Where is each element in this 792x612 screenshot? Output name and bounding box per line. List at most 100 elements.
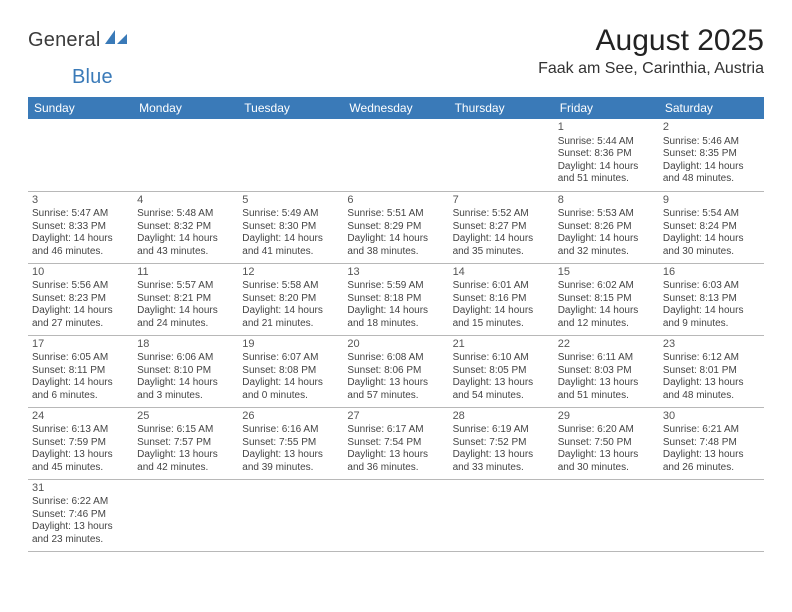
sunrise-text: Sunrise: 5:49 AM (242, 208, 339, 221)
day-number: 31 (32, 482, 129, 496)
day-number: 7 (453, 194, 550, 208)
logo-text-blue: Blue (72, 66, 113, 89)
day-number: 1 (558, 121, 655, 135)
sunset-text: Sunset: 8:26 PM (558, 221, 655, 234)
weekday-header: Tuesday (238, 97, 343, 119)
sunset-text: Sunset: 8:30 PM (242, 221, 339, 234)
calendar-cell: 3Sunrise: 5:47 AMSunset: 8:33 PMDaylight… (28, 191, 133, 263)
daylight-text: Daylight: 13 hours and 23 minutes. (32, 521, 129, 546)
daylight-text: Daylight: 14 hours and 27 minutes. (32, 305, 129, 330)
calendar-cell: 26Sunrise: 6:16 AMSunset: 7:55 PMDayligh… (238, 407, 343, 479)
calendar-row: 3Sunrise: 5:47 AMSunset: 8:33 PMDaylight… (28, 191, 764, 263)
calendar-cell: 24Sunrise: 6:13 AMSunset: 7:59 PMDayligh… (28, 407, 133, 479)
calendar-cell: 17Sunrise: 6:05 AMSunset: 8:11 PMDayligh… (28, 335, 133, 407)
weekday-header: Thursday (449, 97, 554, 119)
day-number: 28 (453, 410, 550, 424)
daylight-text: Daylight: 14 hours and 48 minutes. (663, 161, 760, 186)
sunset-text: Sunset: 8:05 PM (453, 365, 550, 378)
sunset-text: Sunset: 8:03 PM (558, 365, 655, 378)
calendar-table: Sunday Monday Tuesday Wednesday Thursday… (28, 97, 764, 552)
calendar-cell: 7Sunrise: 5:52 AMSunset: 8:27 PMDaylight… (449, 191, 554, 263)
sunrise-text: Sunrise: 6:19 AM (453, 424, 550, 437)
sunrise-text: Sunrise: 5:47 AM (32, 208, 129, 221)
sunrise-text: Sunrise: 6:16 AM (242, 424, 339, 437)
calendar-cell: 16Sunrise: 6:03 AMSunset: 8:13 PMDayligh… (659, 263, 764, 335)
daylight-text: Daylight: 13 hours and 26 minutes. (663, 449, 760, 474)
calendar-cell: 15Sunrise: 6:02 AMSunset: 8:15 PMDayligh… (554, 263, 659, 335)
daylight-text: Daylight: 13 hours and 33 minutes. (453, 449, 550, 474)
day-number: 15 (558, 266, 655, 280)
daylight-text: Daylight: 13 hours and 45 minutes. (32, 449, 129, 474)
calendar-row: 31Sunrise: 6:22 AMSunset: 7:46 PMDayligh… (28, 479, 764, 551)
day-number: 6 (347, 194, 444, 208)
daylight-text: Daylight: 13 hours and 51 minutes. (558, 377, 655, 402)
sunrise-text: Sunrise: 5:51 AM (347, 208, 444, 221)
day-number: 25 (137, 410, 234, 424)
day-number: 22 (558, 338, 655, 352)
sunrise-text: Sunrise: 6:03 AM (663, 280, 760, 293)
calendar-cell (449, 119, 554, 191)
daylight-text: Daylight: 14 hours and 6 minutes. (32, 377, 129, 402)
calendar-cell: 10Sunrise: 5:56 AMSunset: 8:23 PMDayligh… (28, 263, 133, 335)
daylight-text: Daylight: 14 hours and 21 minutes. (242, 305, 339, 330)
sunrise-text: Sunrise: 6:17 AM (347, 424, 444, 437)
weekday-header: Wednesday (343, 97, 448, 119)
sunrise-text: Sunrise: 6:10 AM (453, 352, 550, 365)
sunrise-text: Sunrise: 5:59 AM (347, 280, 444, 293)
sunset-text: Sunset: 8:16 PM (453, 293, 550, 306)
sunrise-text: Sunrise: 6:22 AM (32, 496, 129, 509)
weekday-header: Saturday (659, 97, 764, 119)
sunset-text: Sunset: 7:50 PM (558, 437, 655, 450)
calendar-cell: 19Sunrise: 6:07 AMSunset: 8:08 PMDayligh… (238, 335, 343, 407)
daylight-text: Daylight: 13 hours and 54 minutes. (453, 377, 550, 402)
logo-text-general: General (28, 29, 101, 52)
calendar-cell: 18Sunrise: 6:06 AMSunset: 8:10 PMDayligh… (133, 335, 238, 407)
sunset-text: Sunset: 7:46 PM (32, 509, 129, 522)
sunset-text: Sunset: 8:13 PM (663, 293, 760, 306)
calendar-cell: 5Sunrise: 5:49 AMSunset: 8:30 PMDaylight… (238, 191, 343, 263)
day-number: 8 (558, 194, 655, 208)
sunset-text: Sunset: 7:57 PM (137, 437, 234, 450)
sunrise-text: Sunrise: 5:52 AM (453, 208, 550, 221)
daylight-text: Daylight: 14 hours and 24 minutes. (137, 305, 234, 330)
day-number: 26 (242, 410, 339, 424)
sunset-text: Sunset: 8:35 PM (663, 148, 760, 161)
sunrise-text: Sunrise: 6:08 AM (347, 352, 444, 365)
page-title: August 2025 (538, 24, 764, 58)
daylight-text: Daylight: 14 hours and 51 minutes. (558, 161, 655, 186)
day-number: 18 (137, 338, 234, 352)
calendar-cell: 23Sunrise: 6:12 AMSunset: 8:01 PMDayligh… (659, 335, 764, 407)
calendar-cell: 9Sunrise: 5:54 AMSunset: 8:24 PMDaylight… (659, 191, 764, 263)
daylight-text: Daylight: 13 hours and 48 minutes. (663, 377, 760, 402)
day-number: 23 (663, 338, 760, 352)
sunset-text: Sunset: 7:48 PM (663, 437, 760, 450)
day-number: 17 (32, 338, 129, 352)
sunrise-text: Sunrise: 5:53 AM (558, 208, 655, 221)
sunrise-text: Sunrise: 6:06 AM (137, 352, 234, 365)
sunset-text: Sunset: 8:24 PM (663, 221, 760, 234)
calendar-cell (343, 479, 448, 551)
day-number: 13 (347, 266, 444, 280)
daylight-text: Daylight: 14 hours and 12 minutes. (558, 305, 655, 330)
day-number: 12 (242, 266, 339, 280)
sunset-text: Sunset: 7:52 PM (453, 437, 550, 450)
title-block: August 2025 Faak am See, Carinthia, Aust… (538, 24, 764, 78)
sunset-text: Sunset: 7:59 PM (32, 437, 129, 450)
daylight-text: Daylight: 14 hours and 30 minutes. (663, 233, 760, 258)
day-number: 10 (32, 266, 129, 280)
calendar-cell: 4Sunrise: 5:48 AMSunset: 8:32 PMDaylight… (133, 191, 238, 263)
calendar-cell (238, 479, 343, 551)
calendar-cell: 12Sunrise: 5:58 AMSunset: 8:20 PMDayligh… (238, 263, 343, 335)
calendar-cell: 21Sunrise: 6:10 AMSunset: 8:05 PMDayligh… (449, 335, 554, 407)
day-number: 20 (347, 338, 444, 352)
sail-icon (103, 28, 129, 51)
calendar-cell: 27Sunrise: 6:17 AMSunset: 7:54 PMDayligh… (343, 407, 448, 479)
sunrise-text: Sunrise: 5:54 AM (663, 208, 760, 221)
sunrise-text: Sunrise: 6:11 AM (558, 352, 655, 365)
sunset-text: Sunset: 8:18 PM (347, 293, 444, 306)
calendar-cell: 28Sunrise: 6:19 AMSunset: 7:52 PMDayligh… (449, 407, 554, 479)
daylight-text: Daylight: 13 hours and 36 minutes. (347, 449, 444, 474)
calendar-cell: 30Sunrise: 6:21 AMSunset: 7:48 PMDayligh… (659, 407, 764, 479)
weekday-header: Friday (554, 97, 659, 119)
sunset-text: Sunset: 8:32 PM (137, 221, 234, 234)
